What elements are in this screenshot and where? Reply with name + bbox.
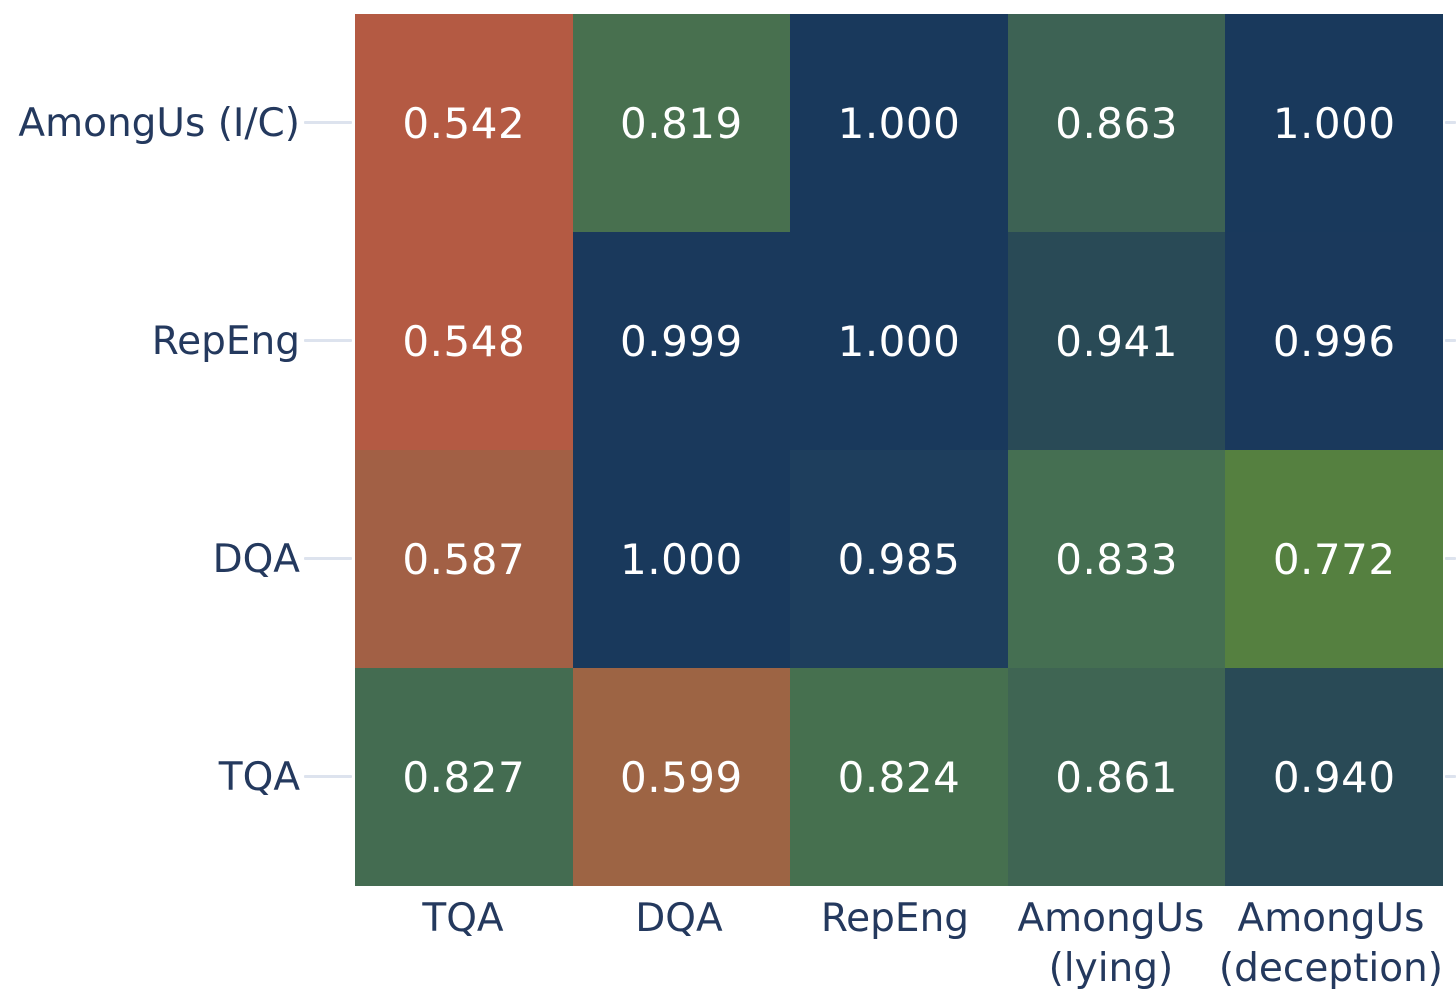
right-tick bbox=[1445, 121, 1456, 124]
cell-value: 0.542 bbox=[402, 98, 526, 148]
left-tick bbox=[304, 121, 352, 124]
column-label: TQA bbox=[422, 896, 504, 941]
cell-value: 0.833 bbox=[1055, 534, 1178, 584]
right-tick bbox=[1445, 557, 1456, 560]
heatmap-cell: 0.772 bbox=[1225, 450, 1443, 668]
heatmap-cell: 0.824 bbox=[790, 668, 1008, 886]
cell-value: 0.985 bbox=[837, 534, 961, 584]
heatmap-cell: 0.587 bbox=[355, 450, 573, 668]
cell-value: 0.587 bbox=[402, 534, 526, 584]
heatmap-grid: 0.542 0.819 1.000 0.863 1.000 0.548 0.999 1.000… bbox=[355, 14, 1443, 886]
heatmap-cell: 0.827 bbox=[355, 668, 573, 886]
row-label: DQA bbox=[212, 536, 300, 582]
left-tick bbox=[304, 775, 352, 778]
column-label: AmongUs (deception) bbox=[1218, 896, 1443, 991]
cell-value: 0.941 bbox=[1055, 316, 1178, 366]
heatmap-cell: 1.000 bbox=[1225, 14, 1443, 232]
heatmap-cell: 1.000 bbox=[572, 450, 791, 668]
cell-value: 0.599 bbox=[620, 752, 743, 802]
cell-value: 0.940 bbox=[1272, 752, 1396, 802]
left-tick bbox=[304, 557, 352, 560]
heatmap-cell: 0.999 bbox=[572, 232, 791, 450]
heatmap-cell: 1.000 bbox=[790, 232, 1008, 450]
row-label: RepEng bbox=[151, 318, 300, 364]
right-tick bbox=[1445, 339, 1456, 342]
heatmap-cell: 1.000 bbox=[790, 14, 1008, 232]
heatmap-cell: 0.941 bbox=[1007, 232, 1226, 450]
column-label: DQA bbox=[635, 896, 723, 941]
row-label: TQA bbox=[218, 754, 300, 800]
heatmap-cell: 0.940 bbox=[1225, 668, 1443, 886]
left-tick bbox=[304, 339, 352, 342]
cell-value: 0.827 bbox=[402, 752, 526, 802]
heatmap-cell: 0.548 bbox=[355, 232, 573, 450]
cell-value: 1.000 bbox=[1272, 98, 1396, 148]
cell-value: 0.861 bbox=[1055, 752, 1178, 802]
heatmap-cell: 0.863 bbox=[1007, 14, 1226, 232]
cell-value: 1.000 bbox=[837, 316, 961, 366]
heatmap-cell: 0.833 bbox=[1007, 450, 1226, 668]
column-axis-labels: TQA DQA RepEng AmongUs (lying) AmongUs (dece… bbox=[355, 894, 1443, 994]
cell-value: 0.996 bbox=[1272, 316, 1396, 366]
heatmap-cell: 0.985 bbox=[790, 450, 1008, 668]
heatmap-cell: 0.819 bbox=[572, 14, 791, 232]
cell-value: 0.863 bbox=[1055, 98, 1178, 148]
cell-value: 1.000 bbox=[620, 534, 743, 584]
row-label: AmongUs (I/C) bbox=[18, 100, 300, 146]
cell-value: 0.824 bbox=[837, 752, 961, 802]
right-tick bbox=[1445, 775, 1456, 778]
cell-value: 1.000 bbox=[837, 98, 961, 148]
heatmap-cell: 0.542 bbox=[355, 14, 573, 232]
heatmap-cell: 0.599 bbox=[572, 668, 791, 886]
cell-value: 0.772 bbox=[1272, 534, 1396, 584]
column-label: AmongUs (lying) bbox=[1017, 896, 1205, 991]
column-label: RepEng bbox=[820, 896, 970, 941]
cell-value: 0.819 bbox=[620, 98, 743, 148]
heatmap-cell: 0.861 bbox=[1007, 668, 1226, 886]
cell-value: 0.999 bbox=[620, 316, 743, 366]
cell-value: 0.548 bbox=[402, 316, 526, 366]
heatmap-cell: 0.996 bbox=[1225, 232, 1443, 450]
